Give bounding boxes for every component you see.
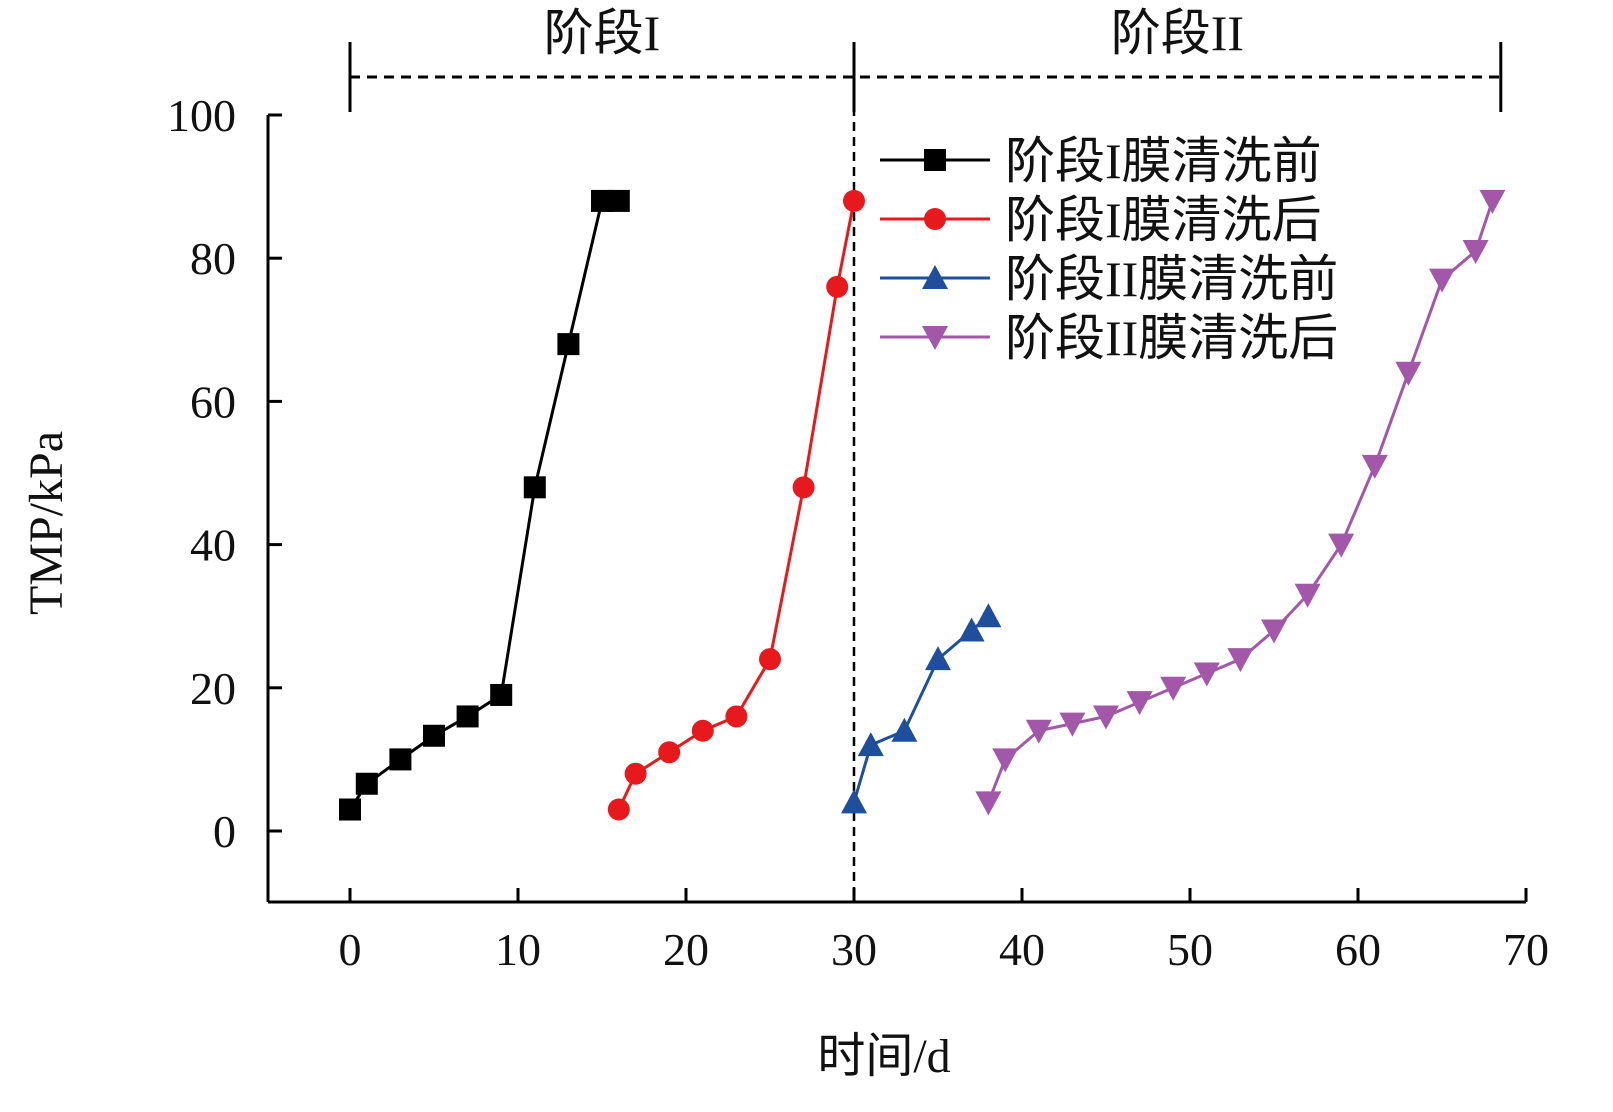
square-marker xyxy=(339,798,361,821)
series-line xyxy=(348,199,619,811)
triangle-down-marker xyxy=(1294,583,1321,608)
stage-label: 阶段I xyxy=(544,5,661,61)
series-group xyxy=(339,189,1506,821)
square-marker xyxy=(389,748,412,771)
series-triangle-up xyxy=(841,603,1002,814)
square-marker xyxy=(591,189,613,212)
series-triangle-down xyxy=(975,189,1506,816)
circle-marker xyxy=(826,275,849,298)
legend-label: 阶段II膜清洗后 xyxy=(1005,310,1338,366)
circle-marker xyxy=(624,762,647,785)
circle-marker xyxy=(792,476,815,499)
triangle-down-marker xyxy=(1193,662,1220,687)
square-marker xyxy=(607,189,630,212)
y-tick-label: 20 xyxy=(190,663,236,714)
triangle-up-marker xyxy=(891,717,918,742)
x-tick-label: 40 xyxy=(999,924,1045,975)
circle-marker xyxy=(759,648,781,671)
triangle-down-marker xyxy=(1395,361,1422,386)
square-marker xyxy=(557,333,580,356)
triangle-up-marker xyxy=(975,603,1002,628)
circle-marker xyxy=(691,719,714,742)
triangle-down-marker xyxy=(1429,268,1455,293)
triangle-up-marker xyxy=(841,789,867,814)
square-marker xyxy=(355,772,378,795)
y-tick-label: 40 xyxy=(190,520,236,571)
y-tick-label: 0 xyxy=(213,806,236,857)
triangle-down-marker xyxy=(1093,705,1119,730)
square-marker xyxy=(456,705,479,728)
triangle-up-marker xyxy=(922,265,948,289)
triangle-down-marker xyxy=(1361,454,1388,479)
x-tick-label: 50 xyxy=(1167,924,1213,975)
stage-label: 阶段II xyxy=(1111,5,1244,61)
circle-marker xyxy=(843,189,865,212)
triangle-down-marker xyxy=(1227,648,1254,673)
x-tick-label: 20 xyxy=(663,924,709,975)
x-tick-label: 70 xyxy=(1503,924,1549,975)
triangle-up-marker xyxy=(958,617,985,642)
triangle-down-marker xyxy=(1462,240,1489,265)
series-line xyxy=(852,615,990,803)
circle-marker xyxy=(607,798,630,821)
triangle-down-marker xyxy=(1059,712,1086,737)
series-circle xyxy=(607,189,865,821)
triangle-down-marker xyxy=(992,748,1019,773)
y-tick-label: 60 xyxy=(190,376,236,427)
circle-marker xyxy=(658,741,681,764)
series-square xyxy=(339,189,630,821)
triangle-down-marker xyxy=(1328,533,1355,558)
square-marker xyxy=(924,149,946,171)
x-tick-label: 30 xyxy=(831,924,877,975)
triangle-down-marker xyxy=(1025,719,1052,744)
square-marker xyxy=(523,476,546,499)
legend-label: 阶段II膜清洗前 xyxy=(1005,251,1338,307)
square-marker xyxy=(490,683,513,706)
x-axis-label: 时间/d xyxy=(817,1030,950,1083)
axes: 0 10 20 30 40 50 60 70 0 20 40 60 80 100 xyxy=(167,90,1549,975)
triangle-down-marker xyxy=(975,791,1002,816)
legend-label: 阶段I膜清洗后 xyxy=(1005,192,1322,248)
triangle-down-marker xyxy=(922,326,948,350)
y-tick-label: 80 xyxy=(190,233,236,284)
stage-annotations: 阶段I 阶段II xyxy=(348,5,1503,902)
x-tick-label: 10 xyxy=(495,924,541,975)
triangle-down-marker xyxy=(1126,691,1153,716)
triangle-up-marker xyxy=(857,732,884,757)
triangle-up-marker xyxy=(925,646,951,671)
y-tick-label: 100 xyxy=(167,90,236,141)
x-tick-label: 0 xyxy=(339,924,362,975)
triangle-down-marker xyxy=(1479,189,1506,214)
circle-marker xyxy=(725,705,748,728)
square-marker xyxy=(423,724,445,747)
triangle-down-marker xyxy=(1261,619,1287,644)
y-axis-label: TMP/kPa xyxy=(20,431,73,615)
triangle-down-marker xyxy=(1160,676,1187,701)
legend-label: 阶段I膜清洗前 xyxy=(1005,133,1322,189)
x-tick-label: 60 xyxy=(1335,924,1381,975)
circle-marker xyxy=(924,208,946,230)
